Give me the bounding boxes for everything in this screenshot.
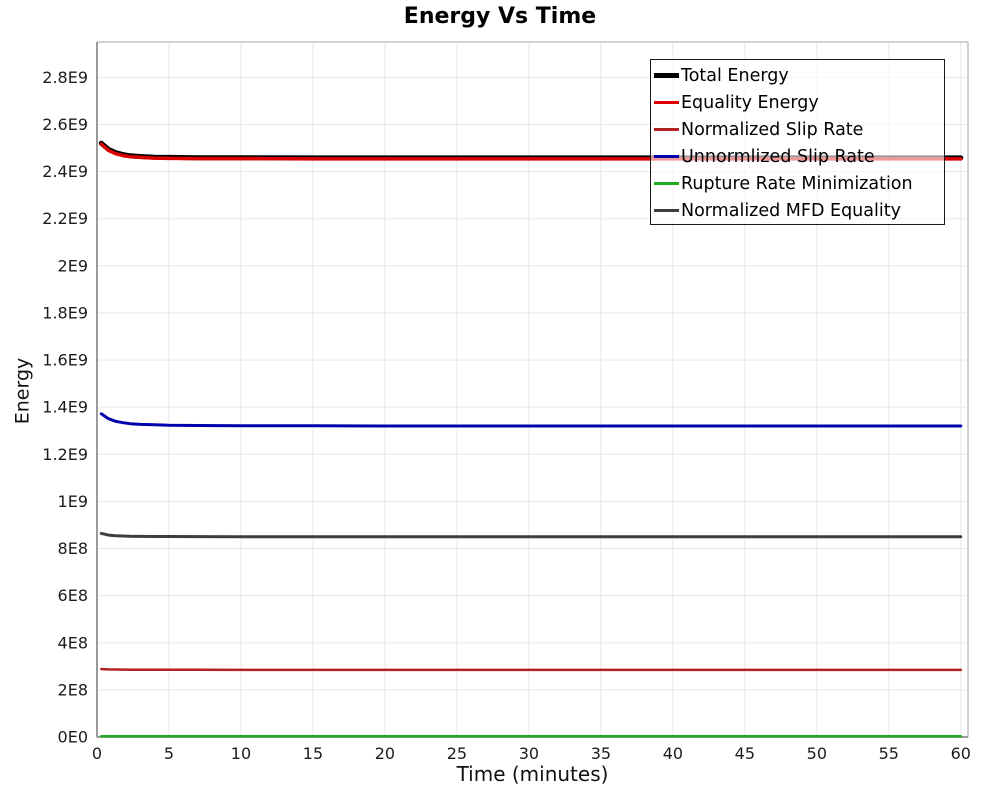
- legend-line-sample-icon: [654, 73, 679, 78]
- x-tick-label: 10: [231, 744, 251, 763]
- legend-line-sample-icon: [654, 155, 679, 158]
- y-axis-label: Energy: [11, 357, 34, 425]
- x-tick-label: 30: [519, 744, 539, 763]
- x-tick-label: 5: [164, 744, 174, 763]
- y-tick-label: 1.2E9: [42, 445, 88, 464]
- legend-label: Rupture Rate Minimization: [681, 173, 913, 194]
- x-tick-label: 0: [92, 744, 102, 763]
- y-tick-label: 2.2E9: [42, 209, 88, 228]
- y-tick-label: 1.4E9: [42, 398, 88, 417]
- legend-item: Rupture Rate Minimization: [654, 170, 944, 197]
- y-tick-label: 0E0: [58, 728, 88, 747]
- series-line-normalized-mfd-equality: [99, 531, 963, 539]
- x-tick-label: 25: [447, 744, 467, 763]
- legend-label: Normalized MFD Equality: [681, 200, 901, 221]
- legend-item: Equality Energy: [654, 89, 944, 116]
- series-line-normalized-slip-rate: [100, 667, 963, 672]
- y-tick-label: 1.6E9: [42, 351, 88, 370]
- x-tick-label: 55: [879, 744, 899, 763]
- legend-label: Normalized Slip Rate: [681, 119, 864, 140]
- y-tick-label: 2.8E9: [42, 68, 88, 87]
- x-tick-label: 50: [807, 744, 827, 763]
- x-tick-label: 40: [663, 744, 683, 763]
- y-tick-label: 2.6E9: [42, 115, 88, 134]
- y-tick-label: 2E8: [58, 680, 88, 699]
- x-tick-label: 45: [735, 744, 755, 763]
- x-axis-label: Time (minutes): [456, 762, 609, 786]
- x-tick-label: 15: [303, 744, 323, 763]
- legend: Total Energy Equality Energy Normalized Sl…: [650, 59, 945, 225]
- x-tick-label: 20: [375, 744, 395, 763]
- legend-line-sample-icon: [654, 100, 679, 105]
- y-tick-label: 1E9: [58, 492, 88, 511]
- series-line-unnormlized-slip-rate: [99, 412, 963, 428]
- legend-line-sample-icon: [654, 209, 679, 212]
- legend-item: Unnormlized Slip Rate: [654, 143, 944, 170]
- legend-line-sample-icon: [654, 182, 679, 185]
- y-tick-label: 8E8: [58, 539, 88, 558]
- legend-label: Equality Energy: [681, 92, 819, 113]
- y-tick-label: 4E8: [58, 633, 88, 652]
- y-tick-label: 1.8E9: [42, 303, 88, 322]
- y-tick-label: 6E8: [58, 586, 88, 605]
- y-tick-label: 2E9: [58, 256, 88, 275]
- legend-item: Normalized Slip Rate: [654, 116, 944, 143]
- legend-item: Normalized MFD Equality: [654, 197, 944, 224]
- x-tick-label: 35: [591, 744, 611, 763]
- legend-item: Total Energy: [654, 62, 944, 89]
- chart-title: Energy Vs Time: [403, 4, 597, 29]
- x-tick-label: 60: [951, 744, 971, 763]
- legend-line-sample-icon: [654, 128, 679, 131]
- legend-label: Total Energy: [681, 65, 789, 86]
- y-tick-label: 2.4E9: [42, 162, 88, 181]
- legend-label: Unnormlized Slip Rate: [681, 146, 875, 167]
